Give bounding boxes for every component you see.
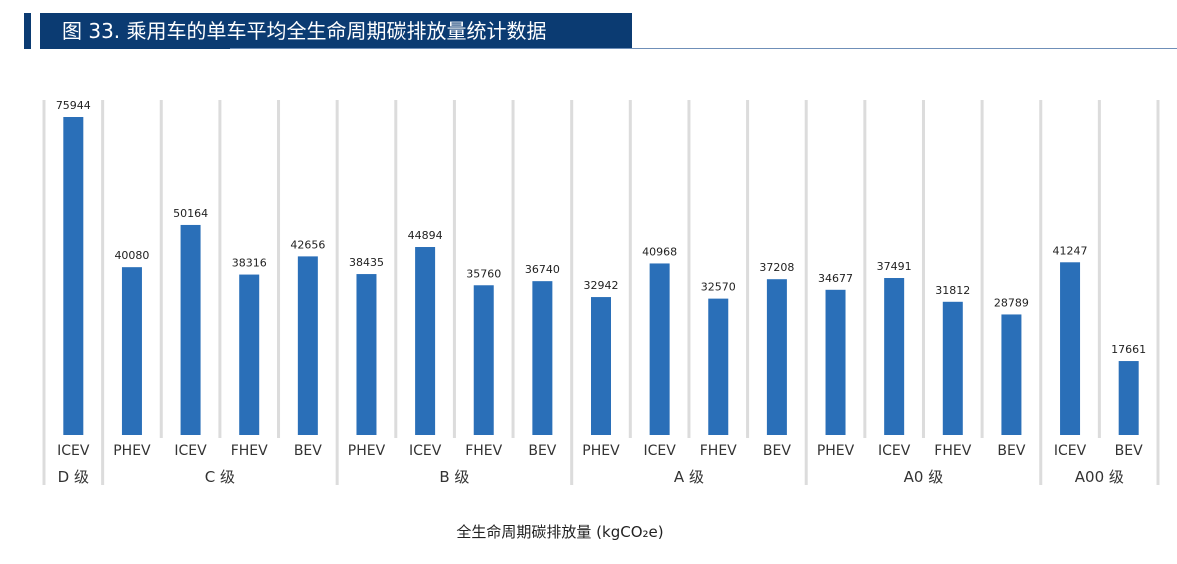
data-label: 37491 xyxy=(877,260,912,273)
x-tick-label: BEV xyxy=(294,443,322,459)
group-label: A0 级 xyxy=(904,468,944,486)
x-tick-label: ICEV xyxy=(643,443,676,459)
bar xyxy=(708,298,729,435)
data-label: 40968 xyxy=(642,245,677,258)
x-axis-title: 全生命周期碳排放量 (kgCO₂e) xyxy=(456,523,663,541)
group-label: A00 级 xyxy=(1075,468,1124,486)
x-tick-label: FHEV xyxy=(934,443,971,459)
data-label: 35760 xyxy=(466,267,501,280)
data-label: 38316 xyxy=(232,257,267,270)
title-accent-bar xyxy=(24,13,31,49)
data-label: 37208 xyxy=(759,261,794,274)
data-label: 32942 xyxy=(584,279,619,292)
x-tick-label: FHEV xyxy=(465,443,502,459)
bar xyxy=(649,263,670,435)
data-label: 31812 xyxy=(935,284,970,297)
data-label: 36740 xyxy=(525,263,560,276)
bar xyxy=(1001,314,1022,435)
group-label: D 级 xyxy=(58,468,89,486)
data-label: 38435 xyxy=(349,256,384,269)
group-label: C 级 xyxy=(205,468,235,486)
data-label: 75944 xyxy=(56,99,91,112)
bar xyxy=(121,267,142,435)
data-label: 17661 xyxy=(1111,343,1146,356)
bar xyxy=(591,297,611,435)
bar xyxy=(766,279,787,435)
x-tick-label: ICEV xyxy=(409,443,442,459)
x-tick-label: BEV xyxy=(1115,443,1143,459)
x-tick-label: PHEV xyxy=(582,443,620,459)
x-tick-label: FHEV xyxy=(231,443,268,459)
data-label: 28789 xyxy=(994,296,1029,309)
x-tick-label: BEV xyxy=(997,443,1025,459)
bar xyxy=(473,285,494,435)
x-tick-label: ICEV xyxy=(57,443,90,459)
data-label: 50164 xyxy=(173,207,208,220)
bar xyxy=(415,247,436,435)
data-label: 44894 xyxy=(408,229,443,242)
x-tick-label: FHEV xyxy=(700,443,737,459)
data-label: 32570 xyxy=(701,281,736,294)
bar xyxy=(532,281,553,435)
data-label: 40080 xyxy=(114,249,149,262)
bar xyxy=(356,274,377,435)
bar xyxy=(1118,361,1139,435)
data-label: 42656 xyxy=(290,238,325,251)
x-tick-label: ICEV xyxy=(1054,443,1087,459)
bar xyxy=(942,301,963,435)
bar xyxy=(297,256,318,435)
group-label: A 级 xyxy=(674,468,704,486)
bar xyxy=(1060,262,1081,435)
bar xyxy=(180,224,201,435)
bar xyxy=(239,274,260,435)
x-tick-label: BEV xyxy=(763,443,791,459)
data-label: 34677 xyxy=(818,272,853,285)
bar xyxy=(884,278,905,435)
x-tick-label: PHEV xyxy=(348,443,386,459)
x-tick-label: PHEV xyxy=(817,443,855,459)
x-tick-label: ICEV xyxy=(878,443,911,459)
bar xyxy=(63,117,84,435)
group-label: B 级 xyxy=(439,468,469,486)
data-label: 41247 xyxy=(1053,244,1088,257)
bar xyxy=(825,289,846,435)
x-tick-label: BEV xyxy=(528,443,556,459)
x-tick-label: PHEV xyxy=(113,443,151,459)
title-underline xyxy=(230,48,1177,49)
x-tick-label: ICEV xyxy=(174,443,207,459)
figure-title: 图 33. 乘用车的单车平均全生命周期碳排放量统计数据 xyxy=(40,13,632,49)
